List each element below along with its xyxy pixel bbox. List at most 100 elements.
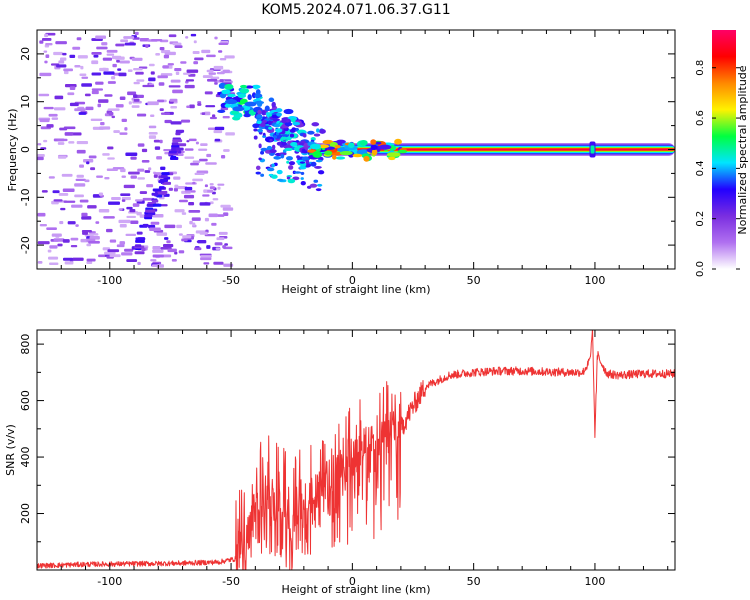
spectrogram-speckle <box>102 153 110 156</box>
spectrogram-speckle <box>63 200 76 203</box>
spectrogram-speckle <box>39 118 50 123</box>
spectrogram-speckle <box>205 105 216 108</box>
spectrogram-speckle <box>136 211 142 216</box>
snr-x-tick-label: 100 <box>584 575 605 588</box>
spectrogram-blob <box>239 88 250 94</box>
spectrogram-blob <box>285 156 293 161</box>
spectrogram-speckle <box>119 224 127 228</box>
spectrogram-speckle <box>62 257 73 261</box>
spectrogram-speckle <box>190 162 199 166</box>
spectrogram-speckle <box>79 199 89 203</box>
spectrogram-speckle <box>124 127 128 131</box>
spectrogram-blob <box>282 144 293 149</box>
spectrogram-blob <box>288 165 294 170</box>
spectrogram-speckle <box>95 35 107 39</box>
spectrogram-speckle <box>145 209 156 213</box>
colorbar: 0.0 0.2 0.4 0.6 0.8 Normalized spectral ampl… <box>695 30 749 277</box>
spectrogram-speckle <box>175 129 185 133</box>
spectrogram-speckle <box>53 107 66 111</box>
spectrogram-blob <box>227 93 236 98</box>
colorbar-tick-label: 0.4 <box>695 160 706 176</box>
carrier-noise <box>324 150 333 156</box>
spectrogram-speckle <box>118 208 123 211</box>
spectrogram-speckle <box>128 101 132 105</box>
spectrogram-blob <box>266 167 275 172</box>
spectrogram-speckle <box>146 184 154 188</box>
spectrogram-speckle <box>172 139 183 143</box>
snr-y-axis-label: SNR (v/v) <box>4 424 17 476</box>
spectrogram-speckle <box>48 113 58 117</box>
spectrogram-speckle <box>153 172 162 176</box>
spectrogram-blob <box>240 84 248 89</box>
spectrogram-speckle <box>144 214 153 218</box>
spectrogram-blob <box>271 163 275 168</box>
spectrogram-speckle <box>93 54 99 58</box>
spectrogram-blob <box>274 123 281 128</box>
colorbar-label: Normalized spectral amplitude <box>736 65 749 234</box>
spectrogram-speckle <box>150 114 155 118</box>
spectrogram-speckle <box>170 79 181 83</box>
spectrogram-speckle <box>111 76 116 80</box>
spectrogram-blob <box>314 165 322 169</box>
spectrogram-speckle <box>100 122 105 126</box>
spectrogram-speckle <box>53 238 65 242</box>
spectrogram-speckle <box>79 73 87 76</box>
spectrogram-speckle <box>170 155 177 159</box>
spectrogram-blob <box>245 85 254 89</box>
spectrogram-speckle <box>162 65 169 69</box>
spectrogram-speckle <box>150 38 163 42</box>
spectrogram-speckle <box>218 50 223 53</box>
spectrogram-speckle <box>120 193 131 197</box>
spectrogram-speckle <box>69 54 76 59</box>
spectrogram-speckle <box>123 184 135 189</box>
spectrogram-speckle <box>209 201 214 205</box>
spectrogram-speckle <box>148 167 152 171</box>
spectrogram-speckle <box>151 199 159 203</box>
spectrogram-speckle <box>130 156 137 160</box>
colorbar-ticks: 0.0 0.2 0.4 0.6 0.8 <box>695 60 740 277</box>
spectrogram-speckle <box>156 232 168 236</box>
spectrogram-speckle <box>217 186 221 190</box>
spectrogram-blob <box>268 97 275 103</box>
spectrogram-speckle <box>211 222 217 226</box>
spectrogram-speckle <box>203 262 210 265</box>
spectrogram-speckle <box>215 247 221 250</box>
spectrogram-speckle <box>44 44 50 48</box>
spectrogram-speckle <box>188 138 197 142</box>
spectrogram-blob <box>302 133 307 138</box>
spectrogram-speckle <box>167 63 174 66</box>
spectrogram-speckle <box>49 245 58 249</box>
spectrogram-speckle <box>130 220 139 225</box>
spectrogram-speckle <box>116 59 120 63</box>
spectrogram-speckle <box>56 64 67 68</box>
spectrogram-speckle <box>121 196 131 201</box>
spectrogram-speckle <box>160 73 173 76</box>
spectrogram-speckle <box>74 65 81 68</box>
spectrogram-speckle <box>83 158 94 163</box>
spectrogram-speckle <box>81 212 88 217</box>
spectrogram-blob <box>313 133 321 137</box>
spectrogram-speckle <box>37 212 46 217</box>
spectrogram-speckle <box>162 181 172 185</box>
spectrogram-speckle <box>205 189 214 193</box>
spectrogram-blob <box>307 130 315 135</box>
carrier-glitch <box>590 145 595 154</box>
spectrogram-speckle <box>209 116 217 120</box>
spectrogram-speckle <box>63 68 73 72</box>
spectrogram-speckle <box>141 247 146 252</box>
spectrogram-speckle <box>203 189 208 193</box>
spectrogram-speckle <box>194 172 205 176</box>
spectrogram-y-tick-label: 10 <box>19 95 32 109</box>
spectrogram-speckle <box>103 216 115 219</box>
spectrogram-speckle <box>59 220 64 225</box>
spectrogram-blob <box>275 128 283 133</box>
spectrogram-speckle <box>209 183 214 186</box>
spectrogram-speckle <box>175 132 181 136</box>
spectrogram-speckle <box>51 233 62 237</box>
spectrogram-speckle <box>135 239 145 243</box>
spectrogram-blob <box>269 149 277 154</box>
spectrogram-speckle <box>53 51 63 56</box>
spectrogram-speckle <box>185 80 189 84</box>
spectrogram-speckle <box>86 243 92 247</box>
